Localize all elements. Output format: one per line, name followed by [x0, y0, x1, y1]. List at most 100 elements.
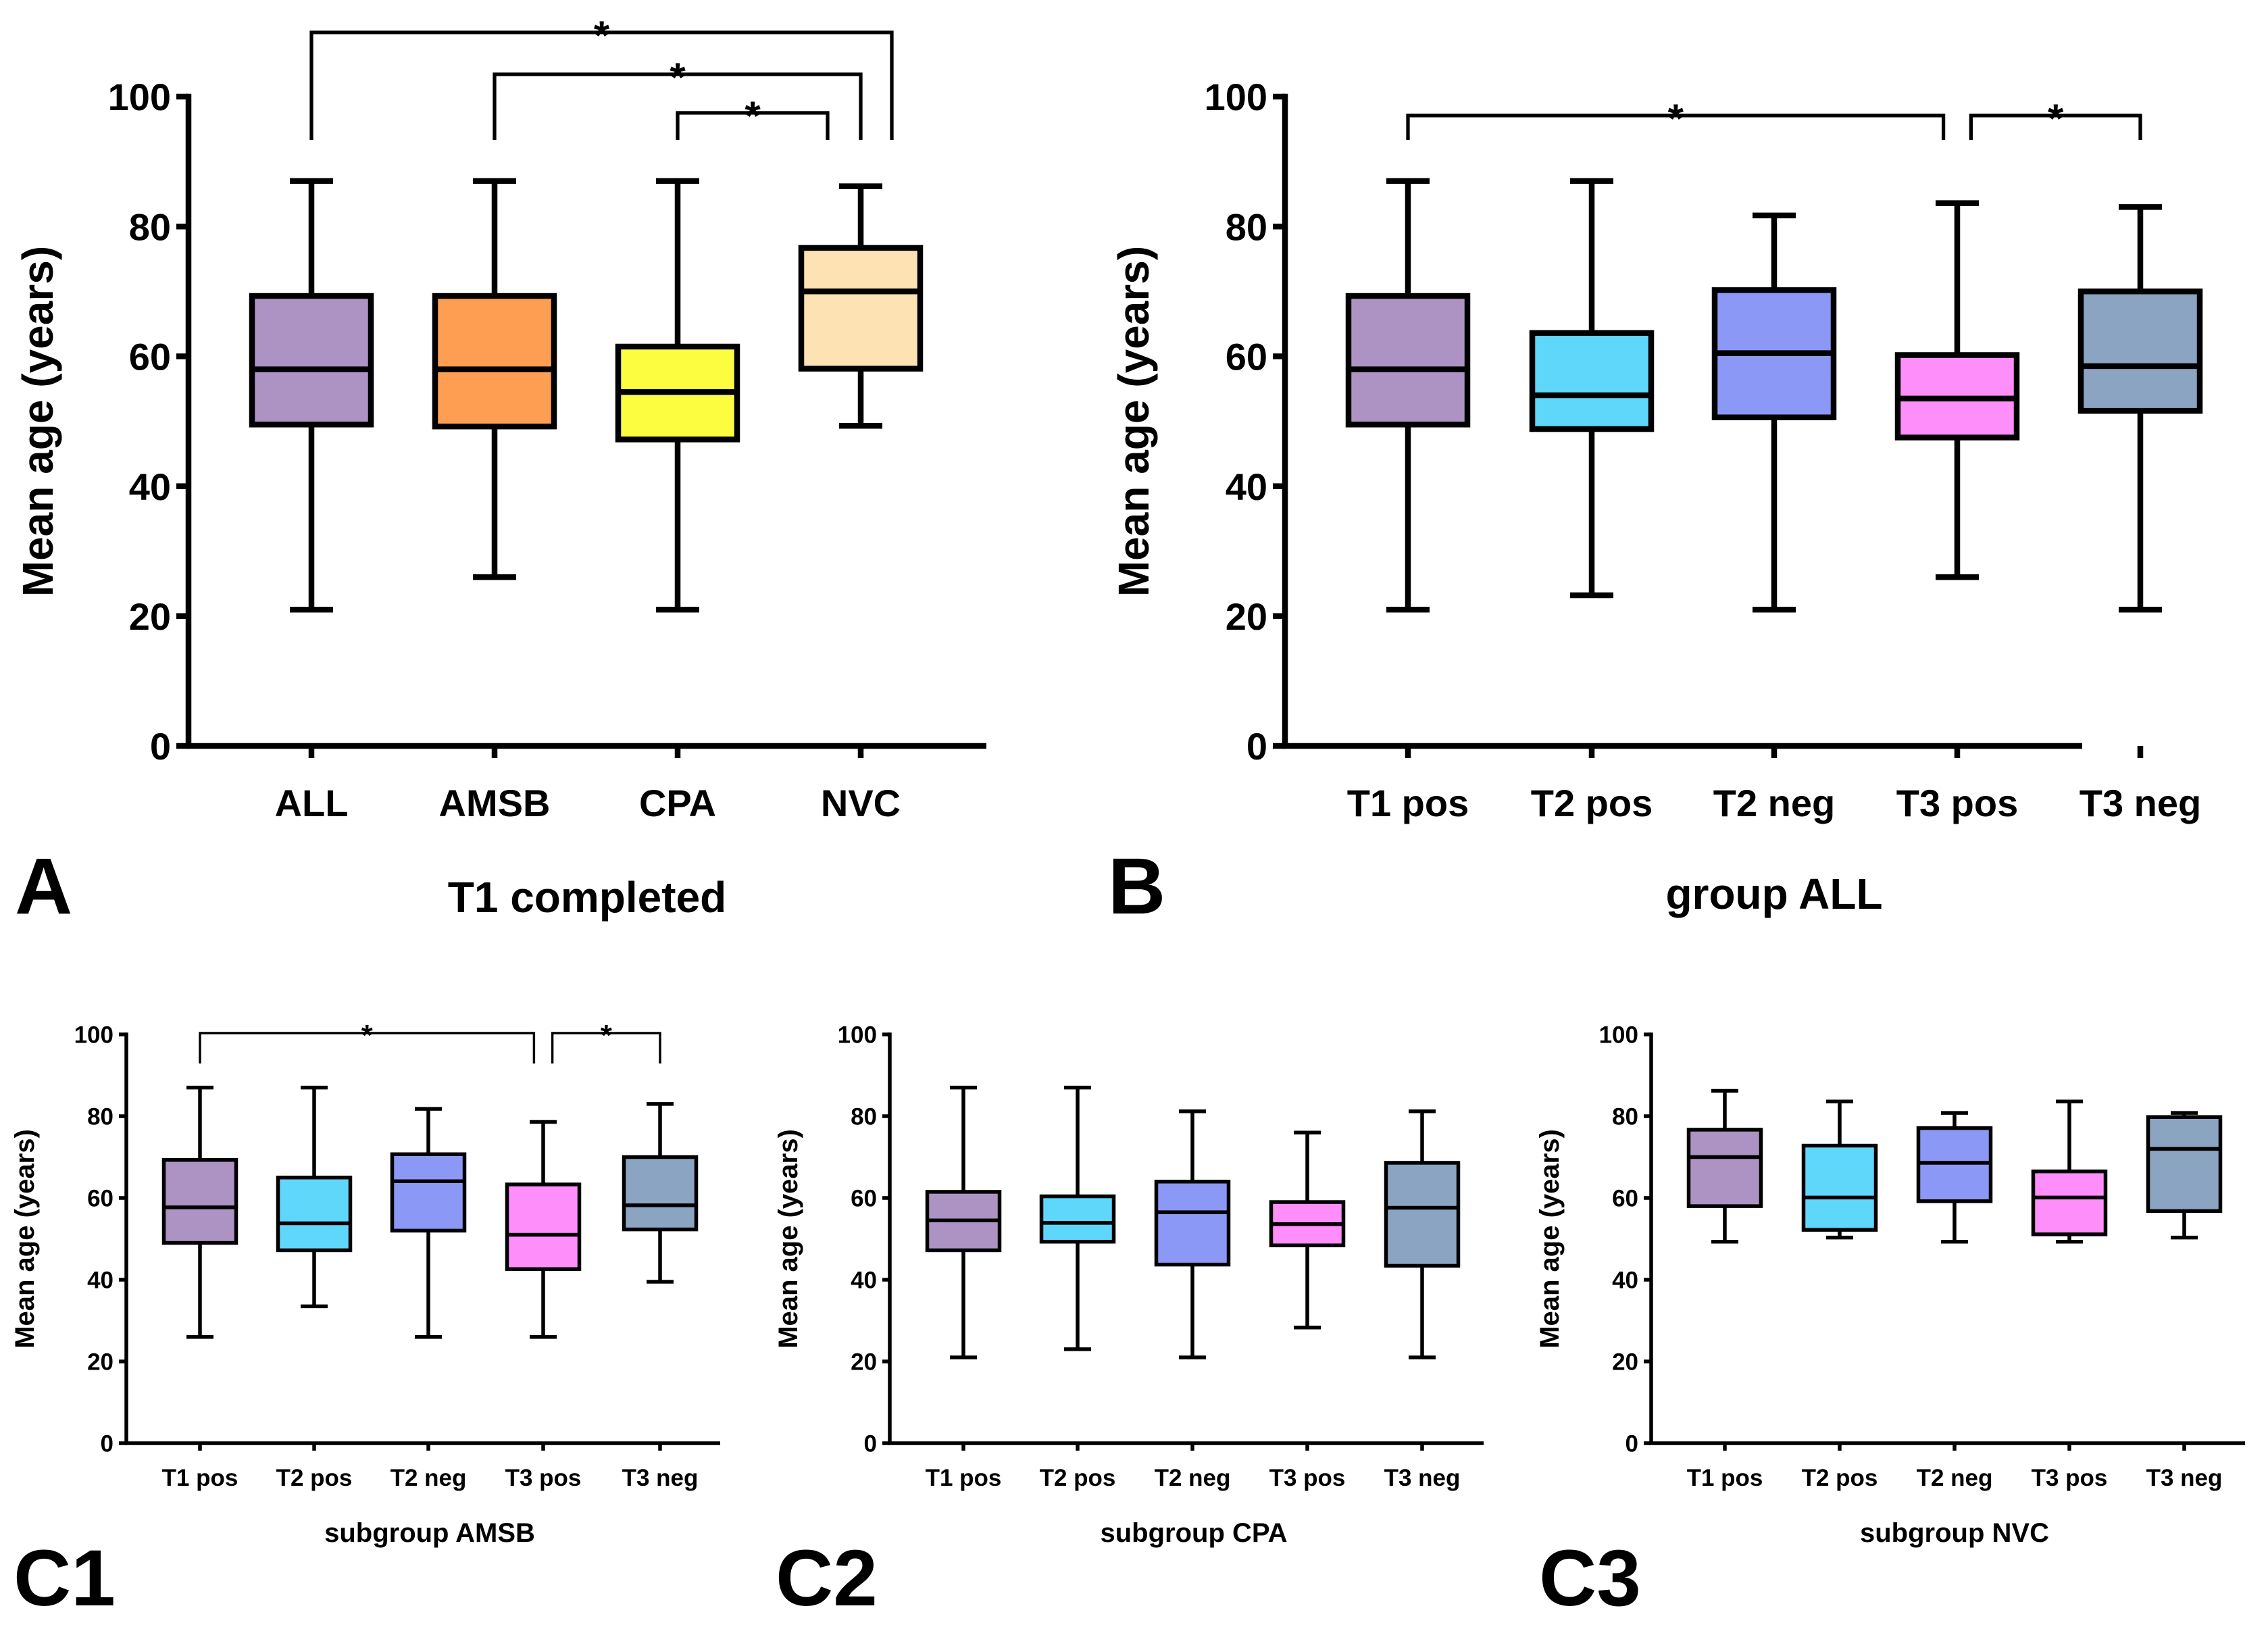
box-amsb: [432, 178, 557, 580]
y-tick-label: 80: [129, 205, 171, 248]
x-tick-label: T1 pos: [926, 1465, 1002, 1491]
iqr-box: [1801, 1143, 1878, 1232]
box-t3-neg: [1384, 1109, 1461, 1359]
box-t2-neg: [1916, 1111, 1993, 1244]
y-tick-label: 100: [838, 1022, 877, 1049]
y-tick-label: 80: [851, 1104, 877, 1130]
panel-letter: C1: [14, 1534, 116, 1623]
x-tick-label: T3 pos: [2032, 1465, 2108, 1491]
x-axis-title: subgroup CPA: [1100, 1518, 1287, 1548]
significance-bracket: *: [493, 55, 863, 140]
box-t3-neg: [2146, 1111, 2223, 1240]
significance-bracket: *: [199, 1019, 536, 1063]
iqr-box: [1686, 1128, 1763, 1208]
significance-bracket: *: [551, 1019, 661, 1063]
y-axis-label: Mean age (years): [14, 246, 62, 597]
y-tick-label: 20: [1612, 1349, 1638, 1376]
x-tick-label: NVC: [821, 782, 901, 824]
iqr-box: [249, 293, 374, 428]
panel-letter: C3: [1539, 1534, 1641, 1623]
y-tick-label: 60: [1612, 1186, 1638, 1212]
box-t3-pos: [505, 1120, 582, 1339]
box-t3-pos: [2031, 1099, 2108, 1244]
box-t1-pos: [1686, 1088, 1763, 1244]
panel-c3: 0 20 40 60 80 100 Mean age (years) T1 pos T2 pos…: [1535, 1022, 2245, 1623]
significance-star: *: [601, 1019, 613, 1052]
y-tick-label: 20: [1226, 595, 1267, 638]
panel-b: 0 20 40 60 80 100 Mean age (years) T1 pos T2 pos…: [1108, 76, 2203, 931]
x-tick-label: T1 pos: [1347, 782, 1469, 824]
y-tick-label: 100: [108, 76, 171, 118]
y-tick-label: 0: [150, 725, 171, 768]
iqr-box: [1154, 1180, 1231, 1267]
iqr-box: [390, 1152, 467, 1233]
y-tick-label: 0: [864, 1431, 877, 1457]
iqr-box: [505, 1182, 582, 1272]
bracket-line: [1406, 114, 1946, 140]
significance-bracket: *: [1406, 96, 1946, 141]
significance-bracket: *: [309, 13, 894, 140]
x-tick-label: T2 neg: [390, 1465, 467, 1491]
iqr-box: [622, 1155, 699, 1232]
box-cpa: [615, 178, 740, 613]
x-tick-label: T2 pos: [1802, 1465, 1878, 1491]
y-tick-label: 40: [87, 1268, 114, 1294]
x-tick-label: T3 neg: [1384, 1465, 1461, 1491]
iqr-box: [1345, 293, 1471, 428]
iqr-box: [1529, 330, 1655, 432]
x-axis-title: T1 completed: [448, 873, 727, 922]
iqr-box: [161, 1157, 238, 1245]
panel-letter: C2: [776, 1534, 878, 1623]
box-t2-pos: [1039, 1085, 1116, 1351]
significance-star: *: [594, 13, 610, 58]
y-tick-label: 20: [851, 1349, 877, 1376]
box-t1-pos: [161, 1085, 238, 1339]
x-axis-title: subgroup AMSB: [324, 1518, 535, 1548]
y-tick-label: 20: [87, 1349, 114, 1376]
x-tick-label: T1 pos: [162, 1465, 238, 1491]
iqr-box: [2031, 1169, 2108, 1236]
y-tick-label: 60: [87, 1186, 114, 1212]
x-tick-label: T1 pos: [1687, 1465, 1763, 1491]
y-tick-label: 60: [1226, 336, 1267, 378]
y-tick-label: 60: [129, 336, 171, 378]
x-tick-label: T3 pos: [1896, 782, 2018, 824]
x-tick-label: T2 pos: [1531, 782, 1653, 824]
x-tick-label: T2 neg: [1713, 782, 1835, 824]
y-tick-label: 40: [851, 1268, 877, 1294]
significance-star: *: [361, 1019, 374, 1052]
box-t2-neg: [1154, 1109, 1231, 1359]
bracket-line: [309, 30, 894, 140]
box-t2-pos: [1529, 178, 1655, 599]
box-t3-neg: [622, 1102, 699, 1284]
x-tick-label: T3 pos: [1269, 1465, 1346, 1491]
y-tick-label: 60: [851, 1186, 877, 1212]
iqr-box: [2077, 289, 2203, 414]
x-tick-label: T3 neg: [2146, 1465, 2223, 1491]
y-tick-label: 0: [1626, 1431, 1638, 1457]
box-t3-neg: [2077, 204, 2203, 613]
significance-star: *: [1668, 96, 1684, 141]
y-tick-label: 20: [129, 595, 171, 638]
box-t1-pos: [1345, 178, 1471, 613]
significance-bracket: *: [676, 93, 830, 140]
y-axis-label: Mean age (years): [774, 1129, 803, 1349]
x-tick-label: T3 pos: [505, 1465, 582, 1491]
bracket-line: [1969, 114, 2142, 140]
x-tick-label: T2 neg: [1155, 1465, 1231, 1491]
iqr-box: [1384, 1161, 1461, 1268]
y-tick-label: 100: [74, 1022, 114, 1049]
bracket-line: [493, 72, 863, 140]
bracket-line: [676, 111, 830, 140]
iqr-box: [276, 1176, 353, 1253]
x-tick-label: CPA: [639, 782, 716, 824]
box-t2-pos: [1801, 1099, 1878, 1240]
iqr-box: [2146, 1115, 2223, 1213]
iqr-box: [798, 245, 924, 372]
box-t2-neg: [390, 1107, 467, 1339]
bracket-line: [199, 1032, 536, 1063]
panel-letter: B: [1108, 842, 1165, 931]
y-tick-label: 40: [129, 466, 171, 508]
y-axis-label: Mean age (years): [1535, 1129, 1565, 1349]
